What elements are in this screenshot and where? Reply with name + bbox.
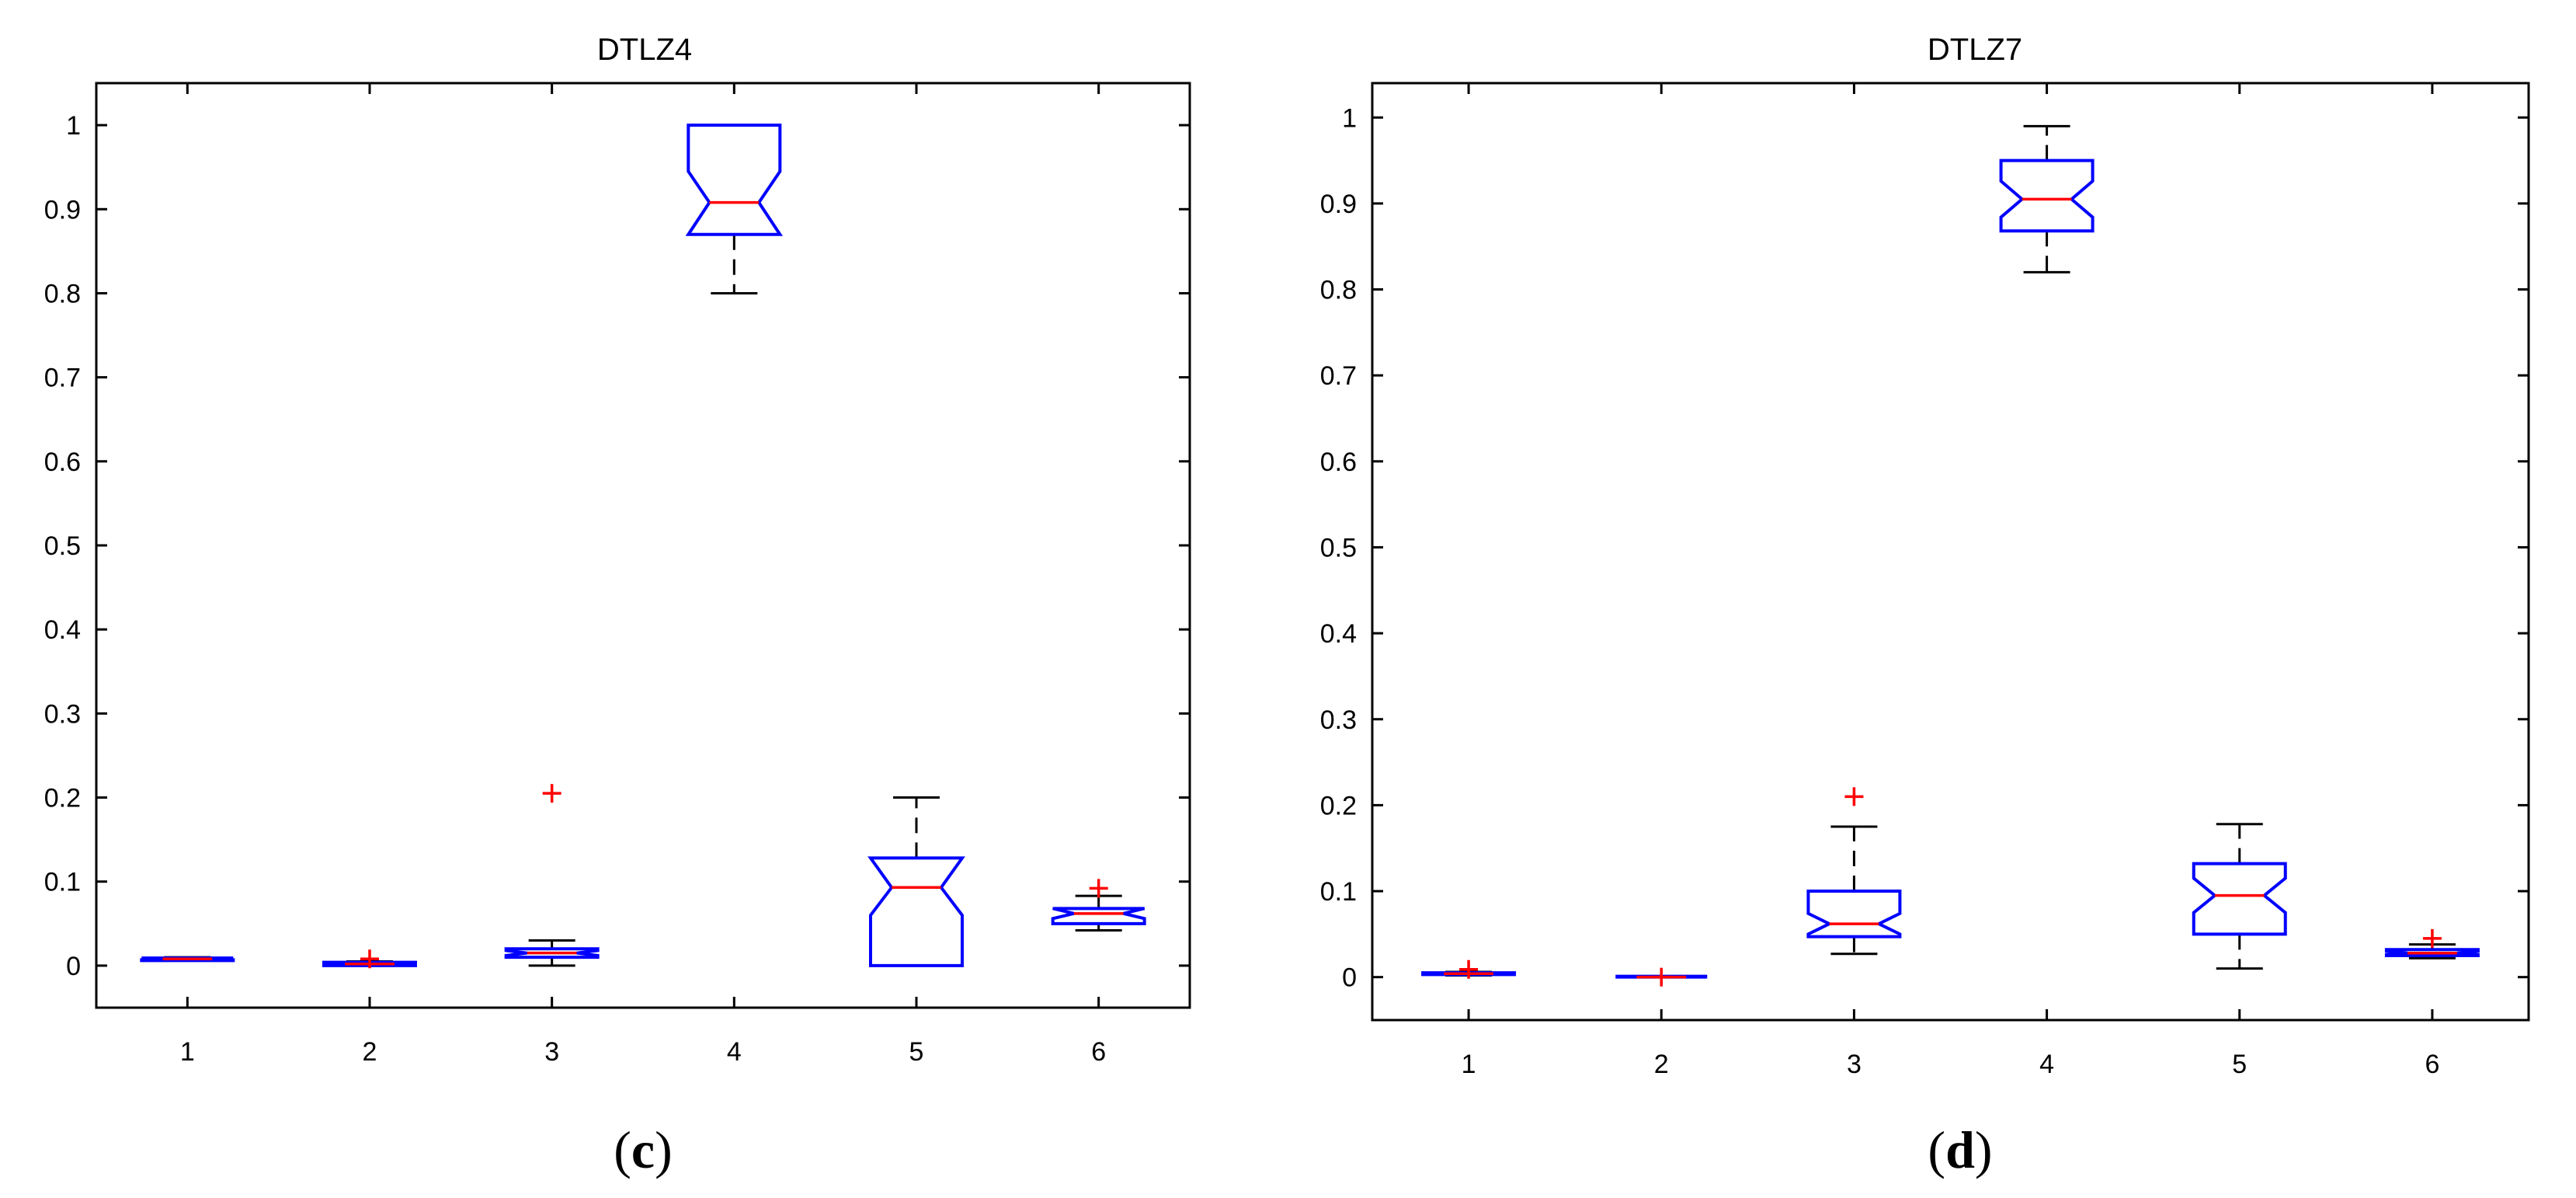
chart-title: DTLZ7 xyxy=(1928,33,2022,67)
axes-frame xyxy=(95,82,1191,1009)
x-tick-label: 6 xyxy=(2425,1050,2439,1079)
box-4 xyxy=(685,124,784,294)
y-tick-label: 0.7 xyxy=(1320,361,1357,391)
panel-label: (d) xyxy=(1928,1120,1992,1179)
chart-panel-dtlz7: DTLZ7 0 0.1 0.2 0.3 0.4 0.5 0.6 0.7 0.8 0.9 1 1 2 3 4 5… xyxy=(1320,33,2530,1179)
x-tick-label: 1 xyxy=(1462,1050,1476,1079)
x-tick-label: 4 xyxy=(2039,1050,2054,1079)
y-tick-label: 0.4 xyxy=(44,615,81,645)
y-tick-label: 0.5 xyxy=(44,531,81,561)
y-tick-label: 1 xyxy=(66,111,81,141)
y-tick-label: 0 xyxy=(1342,963,1357,993)
outlier-marker xyxy=(360,949,379,969)
box-body xyxy=(1051,907,1146,925)
box-2 xyxy=(1615,967,1708,987)
box-1 xyxy=(1421,959,1517,979)
y-tick-label: 0.6 xyxy=(1320,448,1357,477)
box-5 xyxy=(867,796,965,967)
axes-frame xyxy=(1371,82,2530,1022)
box-3 xyxy=(504,784,600,967)
y-tick-label: 0.7 xyxy=(44,364,81,393)
box-3 xyxy=(1806,787,1902,956)
x-tick-label: 1 xyxy=(180,1037,195,1067)
x-tick-label: 2 xyxy=(1654,1050,1669,1079)
box-1 xyxy=(140,956,235,963)
y-tick-label: 0.1 xyxy=(44,868,81,897)
y-tick-label: 0.9 xyxy=(1320,190,1357,219)
x-tick-label: 6 xyxy=(1091,1037,1106,1067)
outlier-marker xyxy=(1844,787,1864,806)
plot-area: 0 0.1 0.2 0.3 0.4 0.5 0.6 0.7 0.8 0.9 1 1 2 3 4 5 6 xyxy=(44,82,1191,1067)
y-tick-label: 0.2 xyxy=(44,784,81,813)
box-body xyxy=(867,856,965,967)
outlier-marker xyxy=(1459,959,1479,979)
y-tick-label: 0.9 xyxy=(44,195,81,225)
outlier-marker xyxy=(1652,967,1671,987)
x-tick-label: 3 xyxy=(544,1037,559,1067)
box-body xyxy=(1421,971,1517,977)
y-tick-label: 0.8 xyxy=(1320,276,1357,305)
box-6 xyxy=(2384,928,2480,959)
x-tick-label: 5 xyxy=(2232,1050,2247,1079)
y-tick-label: 1 xyxy=(1342,103,1357,133)
y-tick-label: 0.2 xyxy=(1320,791,1357,820)
outlier-marker xyxy=(1089,879,1108,898)
box-body xyxy=(140,956,235,963)
box-body xyxy=(2384,948,2480,958)
y-tick-label: 0.3 xyxy=(1320,705,1357,735)
panel-label: (c) xyxy=(614,1120,673,1179)
x-tick-label: 4 xyxy=(727,1037,742,1067)
box-body xyxy=(322,960,417,967)
y-tick-label: 0.4 xyxy=(1320,619,1357,649)
box-body xyxy=(1999,158,2095,233)
box-body xyxy=(504,947,600,959)
y-tick-label: 0.8 xyxy=(44,279,81,308)
y-tick-label: 0.3 xyxy=(44,699,81,729)
chart-title: DTLZ4 xyxy=(597,33,692,67)
box-4 xyxy=(1999,124,2095,273)
box-5 xyxy=(2192,823,2287,970)
box-body xyxy=(685,124,784,236)
y-tick-label: 0.5 xyxy=(1320,533,1357,562)
chart-panel-dtlz4: DTLZ4 0 0.1 0.2 0.3 0.4 0.5 0.6 0.7 0.8 0.9 1 1 2 3 4 5… xyxy=(44,33,1191,1179)
outlier-marker xyxy=(542,784,561,803)
x-tick-label: 2 xyxy=(363,1037,377,1067)
y-tick-label: 0.6 xyxy=(44,448,81,477)
y-tick-label: 0.1 xyxy=(1320,877,1357,907)
box-body xyxy=(1806,890,1902,939)
outlier-marker xyxy=(2422,928,2442,948)
x-tick-label: 3 xyxy=(1847,1050,1862,1079)
box-body xyxy=(2192,862,2287,936)
x-tick-label: 5 xyxy=(909,1037,924,1067)
box-6 xyxy=(1051,879,1146,932)
y-tick-label: 0 xyxy=(66,952,81,981)
box-2 xyxy=(322,949,417,969)
plot-area: 0 0.1 0.2 0.3 0.4 0.5 0.6 0.7 0.8 0.9 1 1 2 3 4 5 6 xyxy=(1320,82,2530,1079)
